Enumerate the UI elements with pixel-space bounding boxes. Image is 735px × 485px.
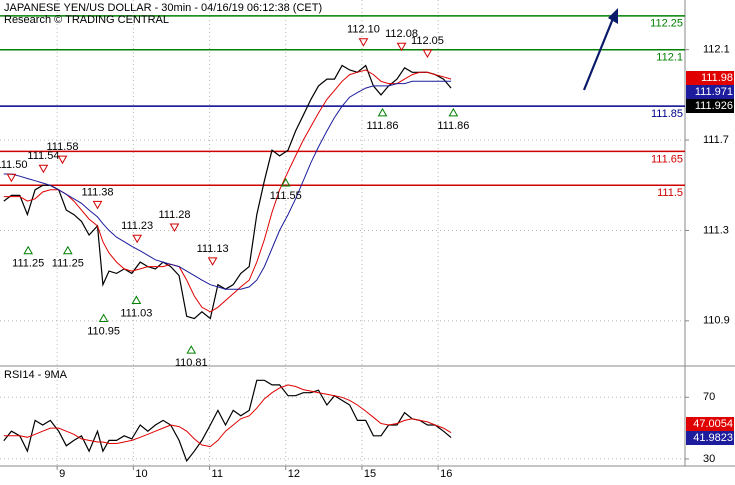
annotation-label: 111.28 — [158, 209, 190, 221]
x-tick-label: 16 — [440, 468, 452, 480]
annotation-marker — [396, 42, 407, 52]
annotation-label: 111.25 — [52, 258, 84, 270]
annotation-label: 112.08 — [385, 28, 418, 40]
y-tick-label: 111.3 — [703, 224, 729, 236]
x-tick-label: 10 — [135, 468, 147, 480]
price-tag — [686, 431, 734, 445]
annotation-label: 111.50 — [0, 159, 27, 171]
annotation-marker — [169, 223, 180, 232]
annotation-marker — [422, 49, 433, 59]
price-tag-label: 111.98 — [701, 72, 733, 84]
level-label: 112.1 — [656, 52, 683, 64]
annotation-marker — [280, 177, 291, 187]
annotation-label: 111.23 — [121, 220, 153, 232]
x-tick-label: 9 — [59, 468, 65, 480]
annotation-marker — [38, 164, 49, 174]
annotation-marker — [62, 245, 73, 255]
y-tick-label: 111.7 — [703, 134, 729, 146]
x-tick-label: 12 — [288, 468, 300, 480]
level-label: 112.25 — [650, 18, 683, 30]
annotation-label: 111.86 — [366, 120, 398, 132]
annotation-marker — [358, 38, 369, 47]
rsi-title: RSI14 - 9MA — [4, 369, 68, 381]
annotation-label: 111.13 — [197, 243, 229, 255]
chart-title: JAPANESE YEN/US DOLLAR - 30min - 04/16/1… — [4, 2, 322, 14]
price-tag — [686, 417, 734, 431]
annotation-label: 111.55 — [270, 190, 302, 202]
chart-subtitle: Research © TRADING CENTRAL — [4, 14, 169, 26]
annotation-marker — [92, 200, 103, 210]
annotation-marker — [186, 345, 197, 354]
series-line — [3, 384, 452, 448]
annotation-marker — [23, 245, 34, 255]
x-tick-label: 11 — [212, 468, 223, 480]
annotation-label: 110.95 — [87, 325, 120, 337]
annotation-marker — [98, 313, 109, 323]
series-line — [3, 80, 452, 290]
annotation-marker — [6, 173, 17, 183]
price-tag-label: 111.926 — [695, 100, 733, 112]
level-label: 111.65 — [651, 153, 683, 165]
annotation-label: 111.25 — [12, 258, 44, 270]
price-tag-label: 111.971 — [695, 86, 733, 98]
y-tick-label: 70 — [703, 391, 715, 403]
y-tick-label: 112.1 — [703, 44, 730, 56]
level-label: 111.5 — [657, 187, 683, 199]
annotation-label: 111.86 — [437, 120, 469, 132]
forecast-arrow — [582, 8, 618, 91]
price-tag — [686, 71, 734, 85]
annotation-label: 110.81 — [175, 357, 208, 369]
annotation-marker — [377, 107, 388, 117]
annotation-marker — [448, 107, 459, 117]
annotation-label: 111.38 — [82, 186, 114, 198]
series-line — [3, 69, 452, 313]
annotation-label: 111.03 — [120, 307, 152, 319]
price-tag-label: 41.9823 — [693, 432, 733, 444]
annotation-marker — [132, 234, 143, 244]
annotation-label: 112.05 — [411, 35, 444, 47]
annotation-label: 111.58 — [46, 141, 78, 153]
y-tick-label: 110.9 — [703, 315, 730, 327]
annotation-label: 111.54 — [27, 150, 59, 162]
y-tick-label: 30 — [703, 453, 715, 465]
level-label: 111.85 — [651, 108, 683, 120]
annotation-label: 112.10 — [347, 24, 380, 36]
x-tick-label: 15 — [364, 468, 376, 480]
price-tag — [686, 85, 734, 99]
annotation-marker — [57, 155, 68, 165]
annotation-marker — [131, 295, 142, 304]
price-tag-label: 47.0054 — [693, 418, 733, 430]
price-tag — [686, 99, 734, 113]
annotation-marker — [207, 257, 218, 266]
